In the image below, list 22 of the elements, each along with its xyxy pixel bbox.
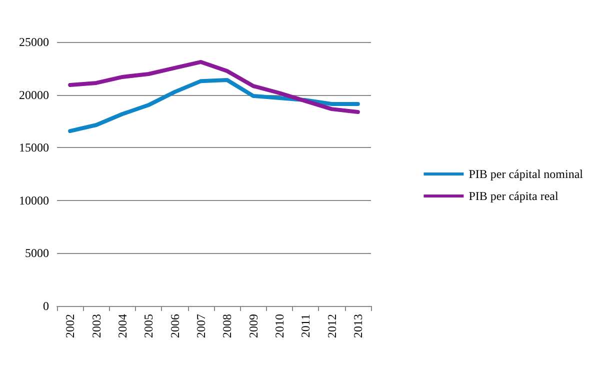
- y-tick-label: 15000: [19, 140, 49, 155]
- x-tick-label: 2008: [220, 314, 234, 338]
- x-tick-label: 2010: [272, 314, 286, 338]
- x-tick-label: 2004: [115, 314, 130, 338]
- x-tick-label: 2005: [142, 314, 156, 338]
- x-tick-label: 2013: [350, 314, 365, 338]
- legend-label: PIB per cápital nominal: [468, 167, 584, 181]
- y-tick-label: 25000: [19, 35, 49, 49]
- line-series: [68, 78, 360, 134]
- x-tick-label: 2009: [246, 314, 260, 338]
- y-tick-label: 10000: [19, 193, 49, 208]
- x-tick-label: 2011: [298, 314, 313, 338]
- x-tick-label: 2012: [324, 314, 339, 338]
- x-tick-label: 2006: [168, 314, 182, 338]
- x-tick-label: 2002: [63, 314, 78, 338]
- line-series: [68, 60, 360, 114]
- y-tick-label: 20000: [19, 88, 49, 102]
- y-tick-label: 0: [43, 299, 49, 313]
- x-tick-label: 2003: [89, 314, 104, 338]
- y-tick-label: 5000: [25, 246, 49, 260]
- x-tick-label: 2007: [194, 314, 208, 338]
- legend-label: PIB per cápita real: [468, 189, 559, 203]
